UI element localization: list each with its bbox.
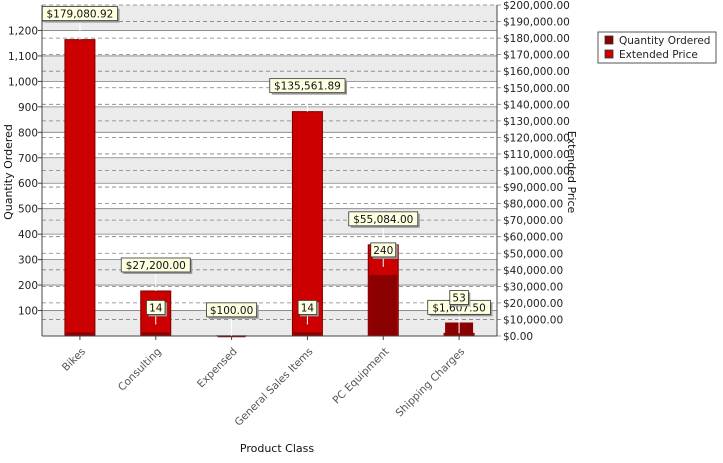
data-labels: $179,080.92 $27,200.00 14 $100.00 $135,561.8… [41,6,493,336]
tick-label-right: $160,000.00 [503,66,570,78]
legend-label-quantity: Quantity Ordered [619,35,710,47]
tick-label-right: $140,000.00 [503,99,570,111]
data-label-price-box [41,6,118,22]
data-label-quantity: 53 [452,293,465,305]
tick-label-right: $200,000.00 [503,0,570,12]
data-label-price: $55,084.00 [353,214,413,226]
tick-label-left: 600 [18,178,38,190]
plot-band [42,106,497,133]
tick-label-left: 100 [18,306,38,318]
bars [64,39,475,338]
tick-label-left: 500 [18,204,38,216]
tick-label-right: $100,000.00 [503,166,570,178]
data-label-quantity-box [297,300,318,315]
tick-label-left: 1,100 [8,51,38,63]
tick-label-right: $90,000.00 [503,182,563,194]
data-label-price-group: $135,561.89 [269,78,348,112]
tick-label-right: $110,000.00 [503,149,570,161]
tick-label-right: $0.00 [503,331,533,343]
tick-label-right: $180,000.00 [503,33,570,45]
data-label-quantity-box [370,242,397,258]
legend-swatch-price [604,49,614,59]
category-label: Expensed [195,346,240,391]
category-label: Bikes [60,346,88,374]
tick-labels: 100 200 300 400 500 600 700 800 900 1,000 1,100 1,2… [8,0,570,343]
data-label-price-group: $100.00 [206,302,259,336]
tick-label-right: $60,000.00 [503,232,563,244]
legend-box [597,31,717,64]
data-label-quantity: 14 [149,302,163,314]
tick-label-right: $10,000.00 [503,314,563,326]
category-label: Consulting [116,346,164,394]
legend: Quantity Ordered Extended Price [597,31,717,64]
data-label-price-group: $55,084.00 [348,211,420,245]
tick-label-left: 1,000 [8,76,38,88]
data-label-price: $179,080.92 [47,9,114,21]
data-label-quantity-group: 14 [146,300,168,325]
x-axis-title: Product Class [240,442,314,455]
bar-quantity-ordered [369,274,398,336]
plot-band [42,310,497,336]
tick-label-right: $30,000.00 [503,281,563,293]
bar-extended-price [64,39,96,337]
bar-quantity-ordered [65,332,94,336]
tick-label-left: 1,200 [8,25,38,37]
data-label-quantity-group: 240 [370,242,398,267]
data-label-price-box [120,257,191,273]
y-axis-title-left: Quantity Ordered [2,124,15,220]
tick-label-left: 200 [18,280,38,292]
tick-label-right: $120,000.00 [503,132,570,144]
data-label-price-group: $27,200.00 [120,257,193,291]
tick-label-right: $70,000.00 [503,215,563,227]
tick-label-right: $130,000.00 [503,116,570,128]
data-label-quantity-group: 14 [297,300,319,325]
plot-band [42,208,497,235]
tick-label-right: $20,000.00 [503,298,563,310]
tick-label-left: 700 [18,153,38,165]
data-label-price-box [206,302,258,318]
data-label-price-group: $179,080.92 [41,6,120,40]
data-label-quantity-box [449,290,469,305]
data-label-quantity: 14 [301,302,315,314]
axes [38,5,498,340]
plot-band [42,55,497,82]
legend-swatch-quantity [604,35,614,45]
tick-label-left: 900 [18,102,38,114]
y-axis-title-right: Extended Price [565,131,578,214]
data-label-price-box [348,211,419,227]
plot-bands [42,5,497,336]
tick-label-left: 300 [18,255,38,267]
category-label: Shipping Charges [393,346,467,420]
tick-label-right: $80,000.00 [503,199,563,211]
bar-quantity-ordered [141,332,170,336]
plot-band [42,259,497,286]
tick-label-right: $190,000.00 [503,17,570,29]
category-label: General Sales Items [233,346,316,429]
tick-label-left: 400 [18,229,38,241]
category-label: PC Equipment [331,346,392,407]
legend-label-price: Extended Price [619,49,698,61]
data-label-quantity: 240 [373,245,393,257]
bar-extended-price [291,111,323,337]
data-label-price: $135,561.89 [274,81,341,93]
tick-label-right: $50,000.00 [503,248,563,260]
tick-label-right: $40,000.00 [503,265,563,277]
data-label-price-box [269,78,346,94]
data-label-price: $27,200.00 [126,260,186,272]
tick-label-right: $170,000.00 [503,50,570,62]
tick-label-right: $150,000.00 [503,83,570,95]
data-label-quantity-group: 53 [449,290,471,315]
bar-quantity-ordered [293,332,322,336]
tick-label-left: 800 [18,127,38,139]
data-label-quantity-box [146,300,166,315]
data-label-price: $100.00 [210,305,253,317]
